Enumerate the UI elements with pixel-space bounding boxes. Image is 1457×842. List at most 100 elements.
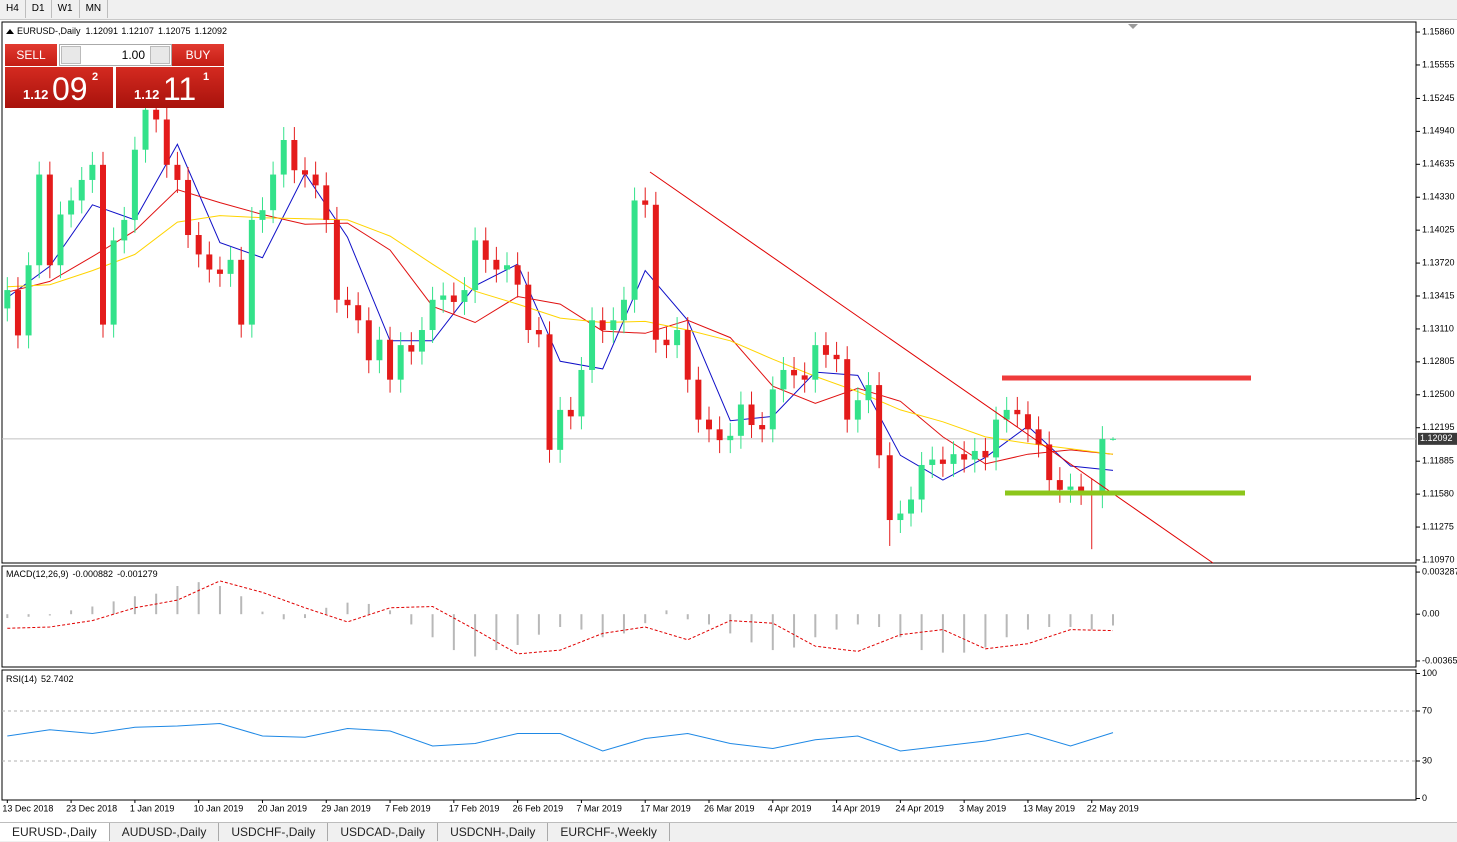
- candle-body: [897, 513, 904, 521]
- candle-body: [578, 369, 585, 417]
- candle-body: [908, 499, 914, 514]
- x-tick-label: 13 May 2019: [1023, 803, 1075, 813]
- lot-decrease[interactable]: [61, 46, 81, 64]
- y-tick-label: 1.12500: [1422, 389, 1455, 399]
- chart-header: EURUSD-,Daily 1.12091 1.12107 1.12075 1.1209…: [17, 26, 227, 36]
- chart-area: EURUSD-,Daily 1.12091 1.12107 1.12075 1.1209…: [1, 21, 1457, 813]
- chart-tab[interactable]: EURCHF-,Weekly: [548, 823, 670, 841]
- candle-body: [344, 299, 351, 306]
- header-low: 1.12075: [158, 26, 191, 36]
- candle-body: [333, 219, 340, 300]
- candle-body: [248, 219, 255, 325]
- candle-body: [1046, 444, 1053, 481]
- candle-body: [525, 284, 532, 331]
- candle-body: [1056, 480, 1063, 490]
- candle-body: [227, 259, 234, 274]
- candle-body: [461, 290, 468, 302]
- timeframe-toolbar: H4 D1 W1 MN: [0, 0, 1457, 20]
- y-tick-label: 1.14025: [1422, 225, 1455, 235]
- candle-body: [674, 330, 681, 346]
- chart-tab[interactable]: USDCNH-,Daily: [438, 823, 549, 841]
- chart-tab[interactable]: AUDUSD-,Daily: [110, 823, 220, 841]
- y-tick-label: 1.15245: [1422, 93, 1455, 103]
- x-tick-label: 1 Jan 2019: [130, 803, 175, 813]
- candle-body: [1035, 429, 1042, 445]
- candle-body: [89, 164, 96, 180]
- candle-body: [280, 140, 287, 175]
- candle-body: [259, 210, 266, 220]
- candle-body: [100, 164, 106, 325]
- candle-body: [291, 140, 298, 171]
- candle-body: [546, 334, 553, 450]
- y-tick-label: 1.15860: [1422, 26, 1455, 36]
- chart-tab[interactable]: EURUSD-,Daily: [0, 823, 110, 841]
- x-tick-label: 10 Jan 2019: [194, 803, 244, 813]
- macd-signal: [7, 580, 1114, 655]
- candle-body: [110, 240, 117, 325]
- x-tick-label: 14 Apr 2019: [832, 803, 881, 813]
- y-tick-label: 1.11885: [1422, 456, 1454, 466]
- candle-body: [982, 450, 989, 458]
- ask-price[interactable]: 1.12 11 1: [116, 67, 224, 108]
- timeframe-button[interactable]: MN: [80, 0, 109, 18]
- candle-body: [36, 174, 43, 266]
- macd-signal-value: -0.001279: [117, 569, 158, 579]
- y-tick-label: 70: [1422, 705, 1432, 715]
- timeframe-button[interactable]: W1: [52, 0, 80, 18]
- timeframe-button[interactable]: H4: [0, 0, 26, 18]
- x-tick-label: 23 Dec 2018: [66, 803, 117, 813]
- chart-tab[interactable]: USDCAD-,Daily: [328, 823, 439, 841]
- candle-body: [589, 320, 596, 370]
- sell-button[interactable]: SELL: [5, 44, 57, 66]
- candle-body: [482, 240, 489, 260]
- bid-price[interactable]: 1.12 09 2: [5, 67, 113, 108]
- candle-body: [153, 109, 160, 120]
- lot-size-box[interactable]: 1.00: [59, 44, 172, 66]
- candle-body: [418, 330, 425, 352]
- y-tick-label: 0.00: [1422, 609, 1440, 619]
- header-open: 1.12091: [86, 26, 119, 36]
- candle-body: [46, 174, 53, 266]
- candle-body: [844, 359, 851, 420]
- candle-body: [25, 265, 32, 336]
- candle-body: [567, 409, 574, 417]
- chart-tabs: EURUSD-,Daily AUDUSD-,Daily USDCHF-,Daily U…: [0, 822, 1457, 842]
- x-tick-label: 17 Feb 2019: [449, 803, 500, 813]
- x-tick-label: 7 Feb 2019: [385, 803, 431, 813]
- trend-line: [649, 171, 1214, 564]
- candle-body: [185, 179, 192, 236]
- panel-frame: [1, 565, 1417, 668]
- buy-button[interactable]: BUY: [172, 44, 224, 66]
- candle-body: [918, 464, 925, 500]
- chart-tab[interactable]: USDCHF-,Daily: [219, 823, 329, 841]
- lot-size: 1.00: [121, 48, 145, 62]
- candle-body: [514, 265, 521, 285]
- candle-body: [4, 290, 11, 309]
- candle-body: [706, 419, 712, 430]
- candle-body: [684, 330, 691, 380]
- candle-body: [652, 204, 659, 340]
- candle-body: [748, 404, 755, 426]
- macd-main-value: -0.000882: [73, 569, 114, 579]
- y-tick-label: 1.10970: [1422, 554, 1455, 564]
- candle-body: [1024, 414, 1031, 430]
- y-tick-label: 1.14330: [1422, 192, 1455, 202]
- candle-body: [14, 290, 21, 336]
- candle-body: [376, 339, 383, 361]
- drawn-objects: [649, 171, 1251, 564]
- candle-body: [876, 385, 883, 456]
- panel-frame: [1, 669, 1417, 801]
- candle-body: [440, 295, 447, 300]
- candle-body: [993, 419, 1000, 458]
- lot-increase[interactable]: [150, 46, 170, 64]
- x-tick-label: 24 Apr 2019: [895, 803, 944, 813]
- timeframe-button[interactable]: D1: [26, 0, 52, 18]
- y-tick-label: 1.12195: [1422, 422, 1455, 432]
- candle-body: [323, 185, 330, 220]
- candle-body: [642, 200, 649, 205]
- y-tick-label: 1.11275: [1422, 521, 1454, 531]
- y-tick-label: 1.13415: [1422, 290, 1455, 300]
- y-tick-label: 0: [1422, 793, 1427, 803]
- candle-body: [163, 119, 170, 165]
